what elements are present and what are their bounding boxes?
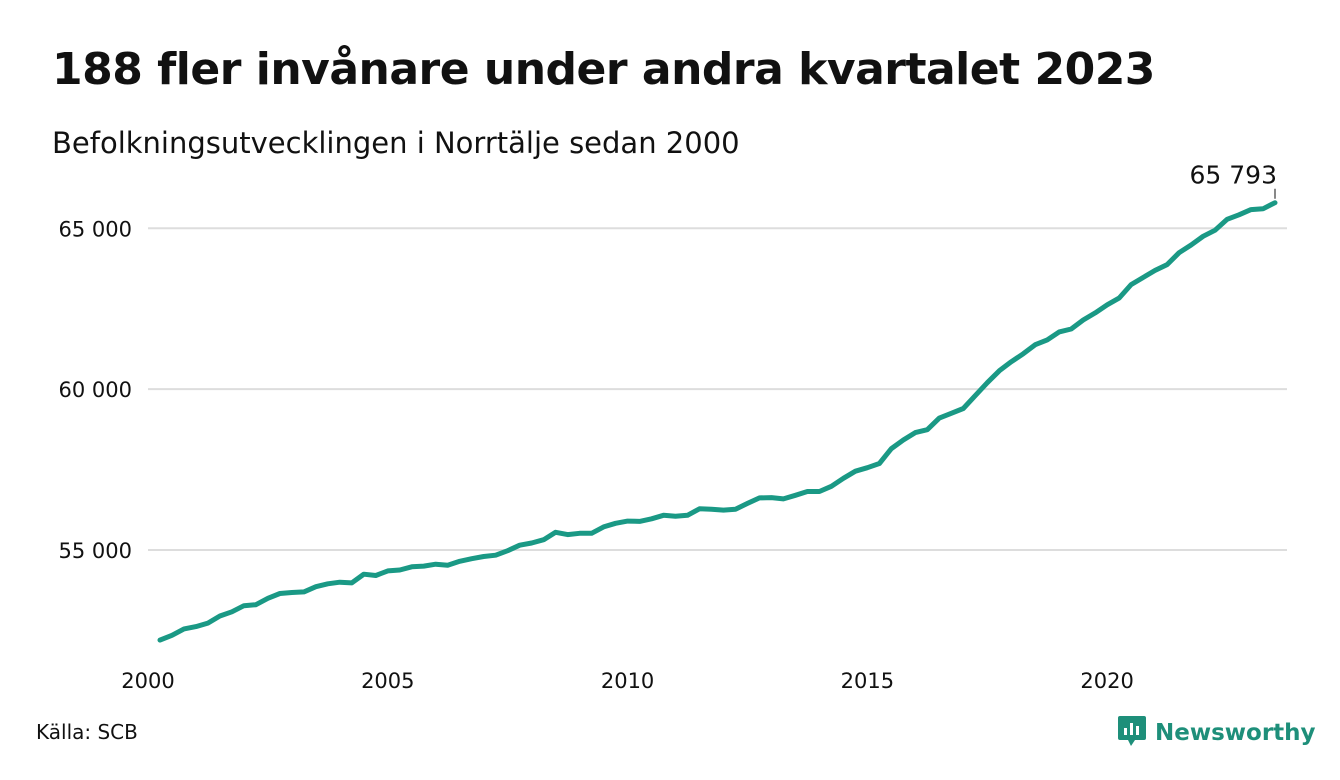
end-value-label: 65 793 — [1190, 161, 1277, 190]
end-annotation: 65 793 — [1190, 161, 1277, 199]
y-axis-tick-labels: 55 000 60 000 65 000 — [59, 217, 132, 563]
x-tick-label: 2005 — [361, 669, 414, 693]
x-tick-label: 2020 — [1080, 669, 1133, 693]
y-tick-label: 65 000 — [59, 217, 132, 241]
x-tick-label: 2000 — [121, 669, 174, 693]
grid-lines — [148, 227, 1287, 552]
population-line — [157, 200, 1278, 643]
y-tick-label: 55 000 — [59, 539, 132, 563]
x-tick-label: 2015 — [841, 669, 894, 693]
chart-subtitle: Befolkningsutvecklingen i Norrtälje seda… — [52, 126, 740, 160]
brand-logo[interactable]: Newsworthy — [1117, 714, 1316, 752]
source-note: Källa: SCB — [36, 720, 138, 744]
series-layer — [157, 200, 1278, 643]
x-axis-tick-labels: 2000 2005 2010 2015 2020 — [121, 669, 1134, 693]
brand-name: Newsworthy — [1155, 720, 1316, 746]
chart-title: 188 fler invånare under andra kvartalet … — [52, 44, 1155, 95]
y-tick-label: 60 000 — [59, 378, 132, 402]
x-tick-label: 2010 — [601, 669, 654, 693]
newsworthy-logo-icon — [1117, 714, 1147, 752]
